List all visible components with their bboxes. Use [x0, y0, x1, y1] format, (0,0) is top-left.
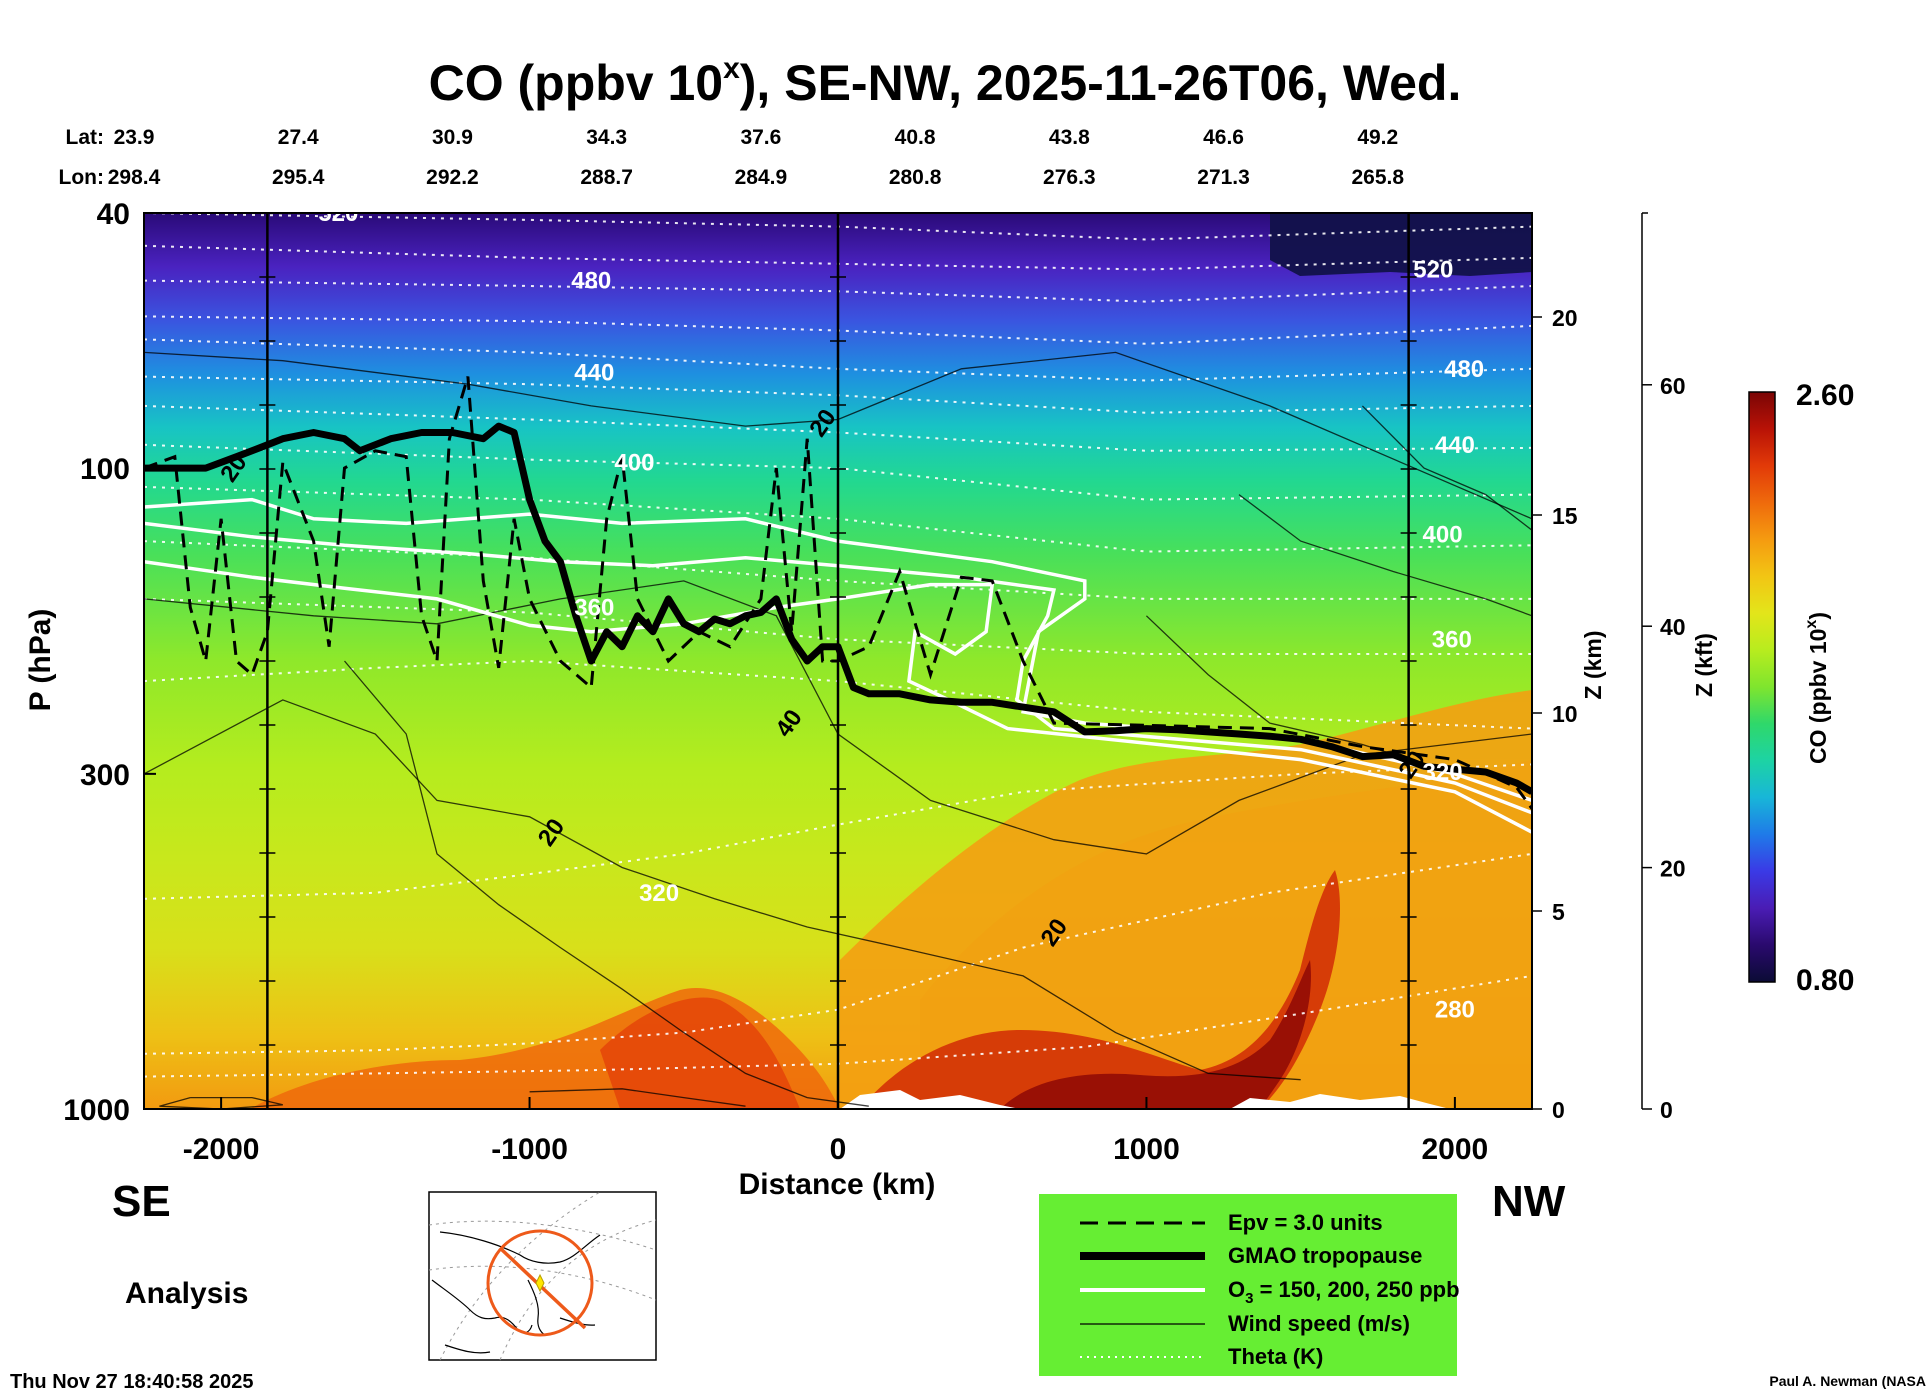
lon-value: 276.3 — [1043, 166, 1096, 189]
z-km-tick-label: 5 — [1552, 899, 1565, 925]
x-axis: -2000 -1000 0 1000 2000 — [183, 1097, 1489, 1166]
z-kft-tick-label: 40 — [1660, 614, 1686, 640]
theta-label: 360 — [1432, 626, 1472, 653]
theta-label: 400 — [614, 449, 654, 476]
theta-label: 320 — [639, 880, 679, 907]
z-km-tick-label: 20 — [1552, 305, 1578, 331]
lat-label: Lat: — [66, 126, 105, 149]
theta-contour — [144, 659, 1532, 730]
theta-label: 280 — [1435, 997, 1475, 1024]
lon-value: 284.9 — [735, 166, 788, 189]
tropopause-line — [144, 422, 1532, 795]
timestamp: Thu Nov 27 18:40:58 2025 — [10, 1371, 253, 1393]
lat-lon-labels: 23.9 27.4 30.9 34.3 37.6 40.8 43.8 46.6 49.2 298.… — [108, 126, 1405, 189]
vertical-reference-lines — [259, 213, 1417, 1109]
wind-contour — [144, 699, 1301, 1081]
title-rest: ), SE-NW, 2025-11-26T06, Wed. — [740, 55, 1462, 111]
lat-value: 43.8 — [1049, 126, 1090, 149]
x-axis-label: Distance (km) — [739, 1168, 936, 1201]
lon-value: 280.8 — [889, 166, 942, 189]
lon-value: 288.7 — [580, 166, 633, 189]
lon-value: 295.4 — [272, 166, 325, 189]
y-tick-label: 40 — [97, 198, 130, 231]
z-km-tick-label: 10 — [1552, 701, 1578, 727]
z-kft-tick-label: 20 — [1660, 856, 1686, 882]
theta-label: 520 — [318, 200, 358, 227]
theta-label: 440 — [574, 360, 614, 387]
theta-label: 480 — [1444, 356, 1484, 383]
credit: Paul A. Newman (NASA — [1769, 1373, 1926, 1389]
lat-value: 34.3 — [586, 126, 627, 149]
z-km-tick-label: 0 — [1552, 1097, 1565, 1123]
z-kft-tick-label: 0 — [1660, 1097, 1673, 1123]
wind-contour — [529, 1088, 746, 1107]
lat-value: 46.6 — [1203, 126, 1244, 149]
inset-map — [428, 1191, 657, 1361]
chart-title: CO (ppbv 10x), SE-NW, 2025-11-26T06, Wed… — [429, 52, 1462, 111]
y-axis: 40 100 300 1000 — [63, 198, 156, 1127]
y-tick-label: 1000 — [63, 1094, 130, 1127]
lat-value: 49.2 — [1357, 126, 1398, 149]
lat-value: 37.6 — [740, 126, 781, 149]
wind-contour — [159, 1096, 283, 1109]
theta-label: 520 — [1413, 256, 1453, 283]
title-superscript: x — [723, 52, 740, 85]
y-tick-label: 300 — [80, 759, 130, 792]
colorbar-min-label: 0.80 — [1796, 964, 1854, 997]
colorbar — [1748, 391, 1776, 983]
wind-contour — [344, 660, 869, 1107]
legend-ozone-text: O3 = 150, 200, 250 ppb — [1228, 1277, 1460, 1307]
legend-wind-text: Wind speed (m/s) — [1228, 1311, 1410, 1336]
lon-value: 292.2 — [426, 166, 479, 189]
legend: Epv = 3.0 units GMAO tropopause O3 = 150… — [1039, 1194, 1460, 1376]
nw-label: NW — [1492, 1177, 1566, 1226]
z-km-tick-label: 15 — [1552, 503, 1578, 529]
legend-theta-text: Theta (K) — [1228, 1344, 1323, 1369]
theta-label: 360 — [574, 594, 614, 621]
lat-value: 30.9 — [432, 126, 473, 149]
epv-contour — [144, 376, 1532, 810]
z-kft-tick-label: 60 — [1660, 373, 1686, 399]
x-tick-label: -2000 — [183, 1133, 260, 1166]
lon-label: Lon: — [59, 166, 104, 189]
theta-label: 320 — [1423, 759, 1463, 786]
lat-value: 40.8 — [895, 126, 936, 149]
z-kft-axis: 60 40 20 0 — [1641, 212, 1686, 1123]
theta-label: 480 — [571, 268, 611, 295]
lon-value: 298.4 — [108, 166, 161, 189]
legend-ozone-rest: = 150, 200, 250 ppb — [1253, 1277, 1459, 1302]
ozone-contour — [144, 559, 1532, 834]
lat-value: 23.9 — [114, 126, 155, 149]
legend-epv-text: Epv = 3.0 units — [1228, 1210, 1383, 1235]
colorbar-max-label: 2.60 — [1796, 379, 1854, 412]
z-kft-axis-label: Z (kft) — [1691, 633, 1717, 697]
analysis-label: Analysis — [125, 1277, 248, 1310]
legend-tropopause-text: GMAO tropopause — [1228, 1243, 1422, 1268]
x-tick-label: 2000 — [1422, 1133, 1489, 1166]
colorbar-superscript: x — [1803, 620, 1820, 629]
y-tick-label: 100 — [80, 453, 130, 486]
y-axis-label: P (hPa) — [24, 609, 57, 712]
x-tick-label: 0 — [830, 1133, 847, 1166]
z-km-axis-label: Z (km) — [1580, 631, 1606, 700]
lat-value: 27.4 — [278, 126, 319, 149]
wind-contour — [1238, 494, 1532, 617]
se-label: SE — [112, 1177, 171, 1226]
theta-label: 400 — [1423, 522, 1463, 549]
z-km-axis: 20 15 10 5 0 — [1532, 305, 1578, 1123]
wind-contour — [144, 351, 1532, 520]
legend-ozone-subscript: 3 — [1245, 1290, 1253, 1307]
wind-contour — [1361, 405, 1532, 531]
colorbar-label-rest: ) — [1805, 612, 1831, 620]
lon-value: 271.3 — [1197, 166, 1250, 189]
colorbar-label: CO (ppbv 10x) — [1803, 612, 1831, 764]
x-tick-label: -1000 — [491, 1133, 568, 1166]
lon-value: 265.8 — [1351, 166, 1404, 189]
theta-label: 440 — [1435, 432, 1475, 459]
x-tick-label: 1000 — [1113, 1133, 1180, 1166]
